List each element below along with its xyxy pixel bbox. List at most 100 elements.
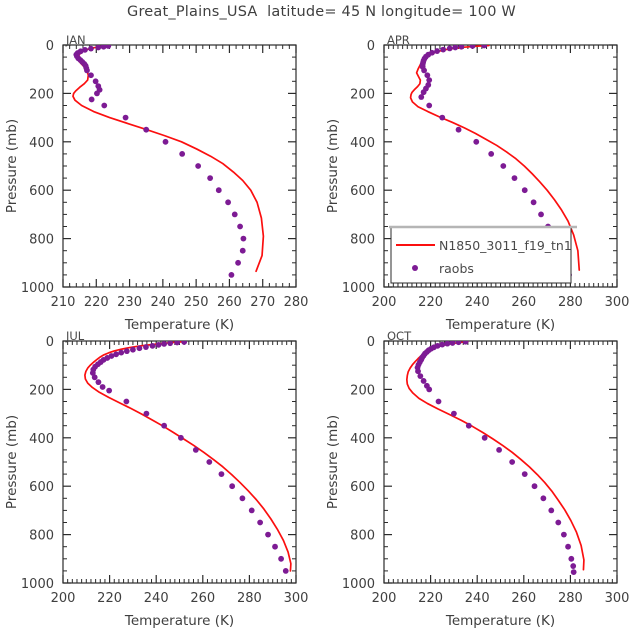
x-tick-label: 270 — [250, 295, 275, 310]
panel-jan: 210 220 230 240 250 260 270 280 0 200 400 600 800 100… — [0, 33, 322, 333]
series-marker-obs — [530, 199, 537, 206]
panel-label: JAN — [65, 33, 86, 47]
x-tick-label: 220 — [418, 591, 443, 606]
panel-label: OCT — [387, 329, 412, 343]
x-tick-label: 220 — [97, 591, 122, 606]
series-marker-obs — [225, 199, 232, 206]
series-marker-obs — [239, 495, 246, 502]
series-marker-obs — [434, 48, 441, 54]
y-tick-label: 600 — [29, 184, 54, 199]
series-marker-obs — [123, 398, 130, 405]
series-marker-obs — [195, 163, 202, 169]
legend-model-label: N1850_3011_f19_tn11 — [439, 238, 580, 253]
series-marker-obs — [509, 459, 516, 465]
series-marker-obs — [272, 543, 278, 550]
y-tick-label: 200 — [350, 87, 375, 102]
x-tick-label: 260 — [511, 295, 536, 310]
x-tick-label: 280 — [284, 295, 309, 310]
x-tick-label: 230 — [117, 295, 142, 310]
series-marker-obs — [440, 46, 447, 53]
y-axis-title: Pressure (mb) — [325, 119, 341, 213]
series-marker-obs — [568, 555, 575, 562]
series-marker-obs — [439, 341, 446, 348]
x-tick-label: 240 — [144, 591, 169, 606]
x-tick-label: 240 — [465, 591, 490, 606]
x-tick-label: 280 — [558, 591, 583, 606]
series-marker-obs — [88, 96, 95, 103]
x-axis-title: Temperature (K) — [124, 317, 234, 333]
plot-jan: 210 220 230 240 250 260 270 280 0 200 400 600 800 100… — [4, 33, 309, 333]
series-marker-obs — [473, 138, 480, 145]
series-line-model — [84, 341, 292, 572]
series-marker-obs — [455, 341, 462, 346]
x-tick-label: 220 — [418, 295, 443, 310]
series-marker-obs — [469, 45, 476, 49]
series-marker-obs — [89, 370, 96, 376]
x-tick-label: 250 — [184, 295, 209, 310]
y-tick-label: 400 — [350, 136, 375, 151]
series-marker-obs — [161, 341, 168, 347]
series-marker-obs — [101, 102, 108, 109]
x-tick-label: 240 — [465, 295, 490, 310]
data-layer — [72, 45, 265, 278]
y-tick-label: 400 — [350, 432, 375, 447]
x-tick-label: 300 — [605, 591, 630, 606]
x-tick-label: 280 — [558, 295, 583, 310]
series-marker-obs — [452, 45, 459, 51]
y-tick-label: 0 — [46, 335, 54, 350]
series-marker-obs — [481, 434, 488, 441]
y-tick-label: 800 — [350, 529, 375, 544]
legend-box — [390, 226, 572, 284]
series-marker-obs — [548, 507, 555, 514]
x-tick-label: 260 — [511, 591, 536, 606]
series-marker-obs — [105, 45, 112, 49]
y-axis-title: Pressure (mb) — [4, 119, 20, 213]
series-marker-obs — [228, 272, 235, 278]
series-marker-obs — [179, 151, 186, 157]
legend-obs-swatch — [412, 265, 418, 271]
y-tick-label: 1000 — [342, 281, 375, 296]
series-marker-obs — [500, 163, 507, 169]
y-tick-label: 400 — [29, 432, 54, 447]
series-marker-obs — [106, 387, 113, 394]
series-marker-obs — [155, 341, 162, 348]
series-marker-obs — [458, 45, 465, 50]
series-marker-obs — [237, 223, 243, 230]
series-marker-obs — [570, 563, 577, 569]
y-tick-label: 0 — [367, 335, 375, 350]
plot-frame — [62, 340, 297, 584]
x-tick-label: 210 — [51, 295, 76, 310]
series-marker-obs — [415, 368, 421, 375]
series-marker-obs — [218, 471, 225, 477]
series-marker-obs — [229, 483, 236, 490]
x-axis-title: Temperature (K) — [124, 613, 234, 629]
series-marker-obs — [462, 341, 469, 345]
y-tick-label: 0 — [46, 39, 54, 54]
series-marker-obs — [446, 45, 453, 52]
series-marker-obs — [143, 410, 150, 417]
series-marker-obs — [455, 126, 462, 133]
series-marker-obs — [88, 72, 94, 79]
series-marker-obs — [282, 568, 289, 574]
panel-oct: 200 220 240 260 280 300 0 200 400 600 800 1000 Tempe… — [321, 329, 643, 629]
series-marker-obs — [130, 346, 136, 353]
series-marker-obs — [565, 543, 571, 550]
series-marker-obs — [426, 77, 433, 83]
x-tick-label: 240 — [150, 295, 175, 310]
x-tick-label: 280 — [237, 591, 262, 606]
y-tick-label: 1000 — [21, 281, 54, 296]
series-marker-obs — [538, 211, 544, 218]
series-marker-obs — [181, 341, 188, 345]
series-marker-obs — [240, 235, 247, 242]
x-tick-label: 200 — [372, 591, 397, 606]
series-marker-obs — [84, 67, 90, 74]
plot-apr: 200 220 240 260 280 300 0 200 400 600 800 1000 Tempe… — [325, 33, 629, 333]
series-marker-obs — [94, 90, 100, 97]
y-tick-label: 200 — [29, 87, 54, 102]
y-tick-label: 200 — [29, 383, 54, 398]
plot-jul: 200 220 240 260 280 300 0 200 400 600 800 1000 Tempe… — [4, 329, 308, 629]
series-marker-obs — [235, 259, 241, 266]
series-marker-obs — [161, 422, 168, 429]
series-marker-obs — [265, 531, 271, 538]
